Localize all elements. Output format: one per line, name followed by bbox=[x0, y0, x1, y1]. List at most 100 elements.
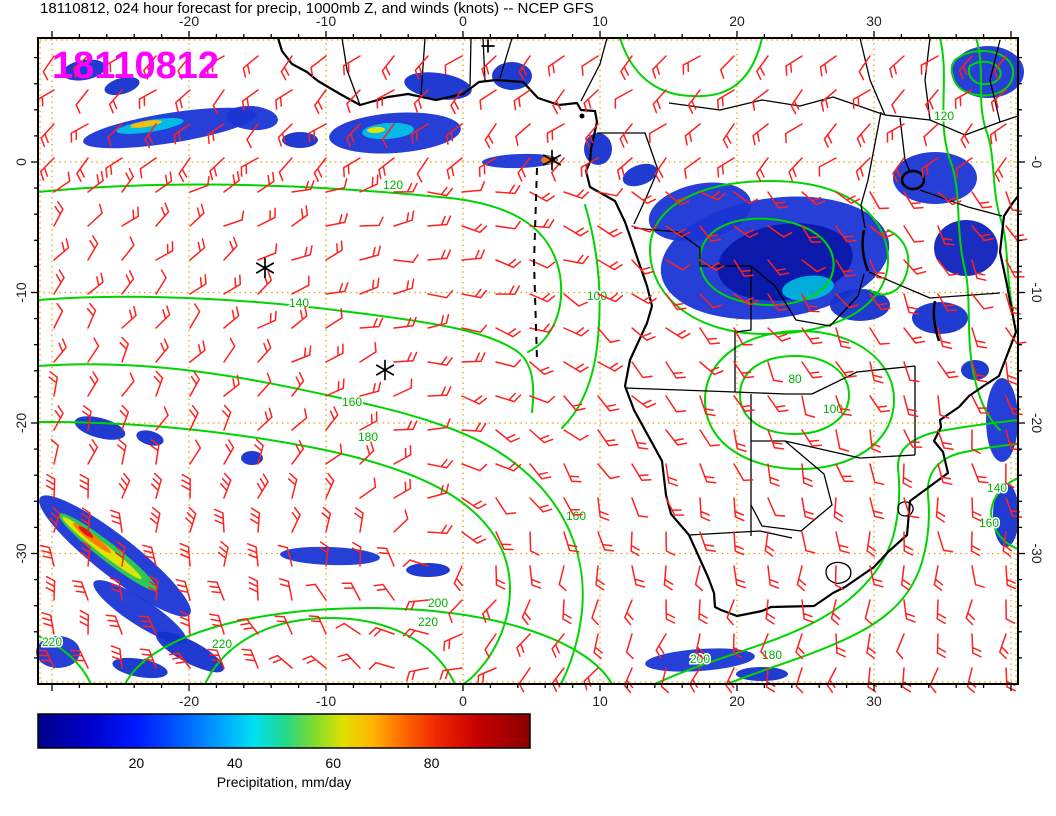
lake-victoria bbox=[900, 169, 926, 191]
precip-area bbox=[130, 120, 162, 128]
axis-label-left: 0 bbox=[13, 158, 29, 166]
lake-malawi bbox=[932, 300, 941, 342]
height-contour bbox=[37, 363, 584, 685]
axis-label-left: -20 bbox=[13, 413, 29, 433]
precip-area bbox=[112, 657, 168, 679]
precip-shading-layer bbox=[36, 46, 1024, 681]
height-contour bbox=[124, 607, 613, 685]
colorbar-tick-label: 60 bbox=[325, 755, 341, 771]
contour-label: 80 bbox=[788, 372, 802, 386]
precip-area bbox=[993, 483, 1019, 547]
colorbar-tick-label: 40 bbox=[227, 755, 243, 771]
precip-area bbox=[241, 451, 263, 465]
contour-label: 180 bbox=[762, 648, 782, 662]
precip-area bbox=[367, 126, 385, 134]
contour-label: 200 bbox=[690, 652, 710, 666]
lake-tanganyika bbox=[861, 229, 870, 272]
precip-area bbox=[645, 648, 755, 672]
wind-barb-layer bbox=[36, 55, 1028, 694]
axis-label-bottom: 10 bbox=[592, 693, 608, 709]
axis-label-right: -20 bbox=[1029, 413, 1045, 433]
precip-area bbox=[934, 220, 998, 276]
height-contour bbox=[37, 635, 92, 685]
precip-area bbox=[78, 526, 94, 538]
contour-label: 220 bbox=[42, 635, 62, 649]
contour-label: 140 bbox=[987, 481, 1007, 495]
graticule-border bbox=[39, 39, 1017, 683]
axis-label-top: 0 bbox=[459, 13, 467, 29]
precip-area bbox=[736, 667, 788, 681]
axis-label-bottom: 30 bbox=[866, 693, 882, 709]
colorbar-tick-label: 80 bbox=[424, 755, 440, 771]
height-contour bbox=[967, 60, 1002, 86]
bioko-island bbox=[579, 113, 585, 119]
axis-label-bottom: -20 bbox=[179, 693, 199, 709]
height-contour bbox=[37, 183, 563, 353]
height-contour bbox=[990, 477, 1019, 550]
height-contour bbox=[739, 355, 850, 435]
precip-area bbox=[282, 132, 318, 148]
marker-layer bbox=[255, 39, 562, 381]
axis-label-left: -30 bbox=[13, 543, 29, 563]
lakes bbox=[861, 169, 941, 342]
precip-area bbox=[136, 430, 164, 446]
precip-area bbox=[93, 580, 187, 644]
height-contour-layer bbox=[37, 37, 1019, 685]
height-contour bbox=[37, 295, 535, 413]
contour-label: 220 bbox=[212, 637, 232, 651]
contour-label: 220 bbox=[418, 615, 438, 629]
contour-label: 120 bbox=[383, 178, 403, 192]
plot-title: 18110812, 024 hour forecast for precip, … bbox=[40, 0, 594, 17]
africa-coastline bbox=[276, 37, 1019, 618]
contour-label: 200 bbox=[428, 596, 448, 610]
axis-label-top: 20 bbox=[729, 13, 745, 29]
asterisk-marker bbox=[542, 154, 562, 166]
height-contour bbox=[619, 37, 763, 98]
height-contour bbox=[699, 217, 835, 307]
colorbar: Precipitation, mm/day 20 40 60 80 bbox=[37, 713, 531, 790]
contour-label: 160 bbox=[566, 509, 586, 523]
precip-area bbox=[226, 105, 278, 131]
contour-label: 160 bbox=[342, 395, 362, 409]
axis-label-top: -10 bbox=[316, 13, 336, 29]
precip-area bbox=[482, 153, 558, 169]
height-contour bbox=[869, 229, 910, 296]
axis-labels-layer: -20 -20 -10 -10 0 0 10 10 20 20 30 30 0 -10 -20 -30 -0 -1… bbox=[13, 13, 1045, 709]
precip-area bbox=[986, 378, 1018, 462]
contour-label: 140 bbox=[289, 296, 309, 310]
colorbar-tick-label: 20 bbox=[129, 755, 145, 771]
precip-area bbox=[104, 76, 140, 96]
wind-barbs bbox=[36, 55, 1028, 694]
height-contour bbox=[950, 50, 1015, 97]
height-contour bbox=[704, 330, 895, 470]
colorbar-caption: Precipitation, mm/day bbox=[217, 774, 352, 790]
precip-area bbox=[404, 72, 472, 100]
height-contour bbox=[939, 37, 1001, 431]
height-contour bbox=[726, 443, 1019, 685]
axis-label-right: -30 bbox=[1029, 543, 1045, 563]
map-frame bbox=[37, 37, 1019, 685]
precip-area bbox=[406, 563, 450, 577]
precip-area bbox=[62, 59, 106, 81]
axis-label-bottom: 20 bbox=[729, 693, 745, 709]
height-contour bbox=[204, 617, 456, 685]
precip-area bbox=[782, 275, 834, 301]
height-contour bbox=[649, 180, 889, 335]
height-contour bbox=[561, 204, 601, 429]
axis-label-top: 30 bbox=[866, 13, 882, 29]
axis-label-top: 10 bbox=[592, 13, 608, 29]
precip-area bbox=[622, 163, 658, 187]
axis-label-top: -20 bbox=[179, 13, 199, 29]
asterisk-marker bbox=[375, 364, 395, 376]
contour-label: 180 bbox=[358, 430, 378, 444]
precip-area bbox=[280, 546, 380, 566]
contour-label: 120 bbox=[934, 109, 954, 123]
colorbar-gradient-bar bbox=[37, 713, 531, 749]
precip-area bbox=[584, 133, 612, 165]
asterisk-marker bbox=[255, 262, 275, 274]
trough-dashed-line bbox=[532, 167, 538, 361]
axis-label-bottom: 0 bbox=[459, 693, 467, 709]
axis-label-left: -10 bbox=[13, 282, 29, 302]
